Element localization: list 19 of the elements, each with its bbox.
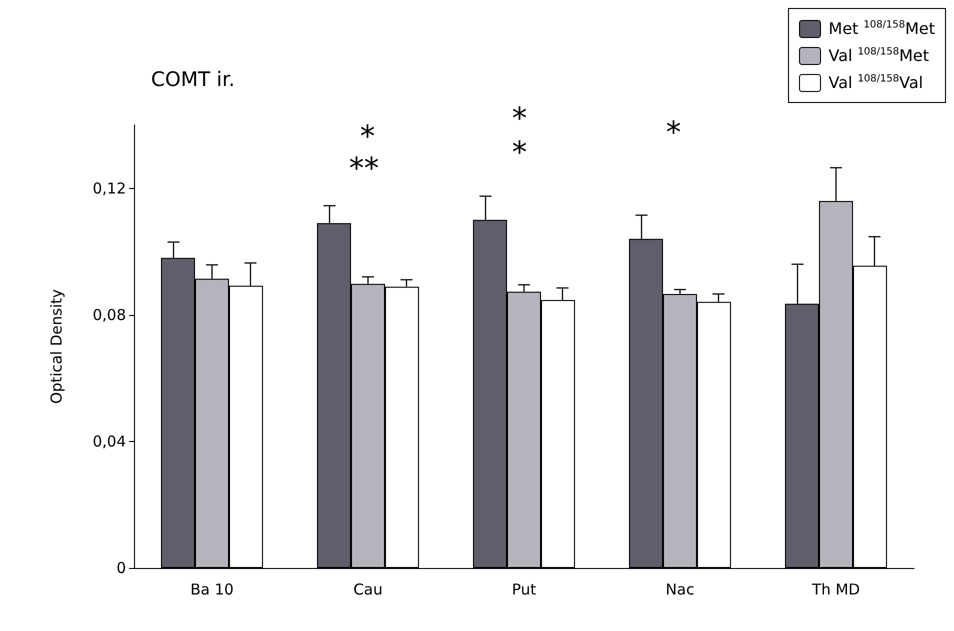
annotation: * bbox=[360, 120, 375, 154]
y-tick-label: 0,04 bbox=[92, 432, 126, 450]
chart-title: COMT ir. bbox=[151, 67, 235, 91]
x-tick-label: Ba 10 bbox=[190, 580, 234, 598]
y-axis-title: Optical Density bbox=[48, 288, 66, 404]
annotation: * bbox=[512, 102, 527, 136]
x-tick-label: Put bbox=[512, 580, 536, 598]
annotation: * bbox=[512, 136, 527, 170]
legend-label: Val $^{108/158}$Met bbox=[828, 46, 930, 65]
y-tick-label: 0,08 bbox=[92, 306, 126, 324]
x-tick-label: Nac bbox=[666, 580, 694, 598]
x-tick-label: Th MD bbox=[811, 580, 860, 598]
legend-label: Val $^{108/158}$Val bbox=[828, 73, 924, 92]
legend-label: Met $^{108/158}$Met bbox=[828, 19, 935, 38]
y-tick-label: 0 bbox=[116, 559, 126, 577]
annotation: * bbox=[666, 116, 681, 150]
annotation: ** bbox=[349, 152, 379, 186]
y-tick-label: 0,12 bbox=[92, 179, 126, 198]
x-tick-label: Cau bbox=[353, 580, 383, 598]
